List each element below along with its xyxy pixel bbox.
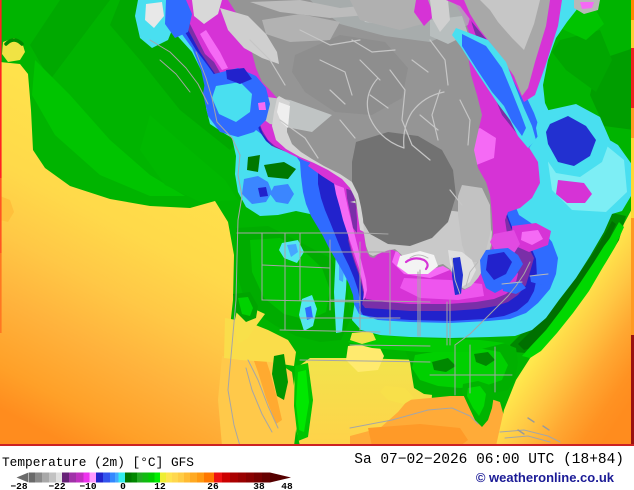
svg-text:26: 26 (207, 481, 219, 490)
svg-text:12: 12 (154, 481, 166, 490)
svg-text:−10: −10 (79, 481, 96, 490)
svg-text:48: 48 (281, 481, 293, 490)
svg-text:−28: −28 (10, 481, 27, 490)
svg-text:0: 0 (120, 481, 126, 490)
svg-text:38: 38 (253, 481, 265, 490)
svg-text:−22: −22 (48, 481, 65, 490)
